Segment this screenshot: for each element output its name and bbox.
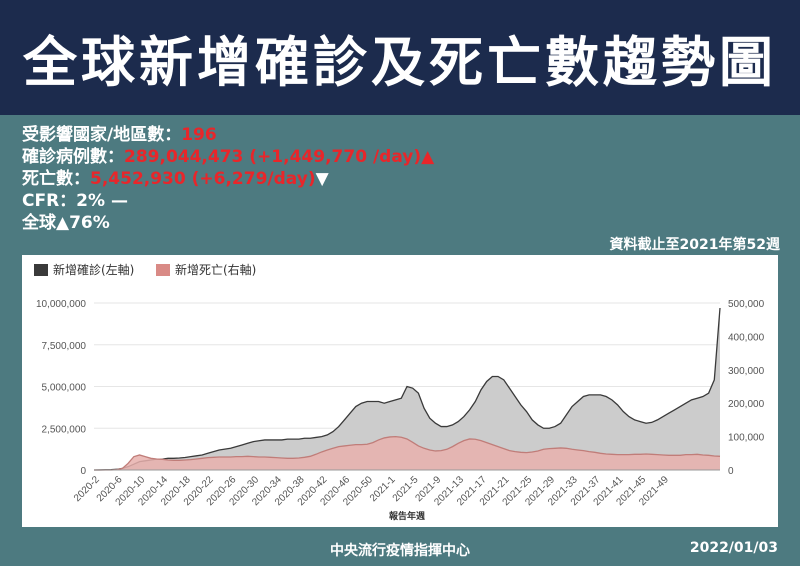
- footer-date: 2022/01/03: [689, 540, 778, 556]
- header-banner: 全球新增確診及死亡數趨勢圖: [0, 0, 800, 115]
- stat-global-change: 全球▲76%: [22, 212, 434, 234]
- legend-label-deaths: 新增死亡(右軸): [175, 262, 256, 277]
- legend-swatch-deaths: [156, 264, 170, 276]
- stat-label: 受影響國家/地區數：: [22, 125, 182, 145]
- stat-affected-regions: 受影響國家/地區數：196: [22, 124, 434, 146]
- left-axis-tick-label: 7,500,000: [42, 341, 87, 352]
- right-axis-tick-label: 300,000: [728, 366, 765, 377]
- left-axis-tick-label: 10,000,000: [36, 299, 86, 310]
- right-axis-tick-label: 200,000: [728, 399, 765, 410]
- cases-line: [93, 307, 721, 471]
- right-axis-tick-label: 400,000: [728, 332, 765, 343]
- right-axis-tick-label: 100,000: [728, 433, 765, 444]
- page-title: 全球新增確診及死亡數趨勢圖: [23, 31, 777, 94]
- stat-value: 196: [181, 125, 217, 145]
- cases-area: [94, 308, 720, 470]
- left-axis-tick-label: 0: [80, 466, 86, 477]
- triangle-up-icon: ▲: [421, 147, 435, 167]
- triangle-down-icon: ▼: [315, 169, 329, 189]
- stat-value: 5,452,930 (+6,279/day): [90, 169, 316, 189]
- stat-label: 確診病例數：: [22, 147, 124, 167]
- deaths-line: [94, 435, 721, 471]
- trend-chart: 0 2,500,000 5,000,000 7,500,000 10,000,000 0 1…: [34, 262, 765, 522]
- deaths-area: [94, 436, 720, 470]
- stat-label: 死亡數：: [22, 169, 90, 189]
- stat-value: 289,044,473 (+1,449,770 /day): [124, 147, 422, 167]
- right-axis-tick-label: 500,000: [728, 299, 765, 310]
- chart-panel: 0 2,500,000 5,000,000 7,500,000 10,000,000 0 1…: [22, 255, 778, 527]
- left-axis-tick-label: 2,500,000: [42, 424, 87, 435]
- legend-swatch-cases: [34, 264, 48, 276]
- legend-label-cases: 新增確診(左軸): [53, 262, 134, 277]
- x-axis-title: 報告年週: [389, 510, 426, 522]
- stat-label: CFR：2% —: [22, 191, 128, 211]
- footer-source: 中央流行疫情指揮中心: [330, 543, 470, 559]
- data-cutoff-note: 資料截止至2021年第52週: [609, 237, 780, 253]
- stat-cfr: CFR：2% —: [22, 190, 434, 212]
- stat-label: 全球▲76%: [22, 213, 110, 233]
- left-axis-tick-label: 5,000,000: [42, 383, 87, 394]
- stat-deaths: 死亡數：5,452,930 (+6,279/day)▼: [22, 168, 434, 190]
- stat-confirmed-cases: 確診病例數：289,044,473 (+1,449,770 /day)▲: [22, 146, 434, 168]
- stats-panel: 受影響國家/地區數：196 確診病例數：289,044,473 (+1,449,…: [22, 124, 434, 234]
- right-axis-tick-label: 0: [728, 466, 734, 477]
